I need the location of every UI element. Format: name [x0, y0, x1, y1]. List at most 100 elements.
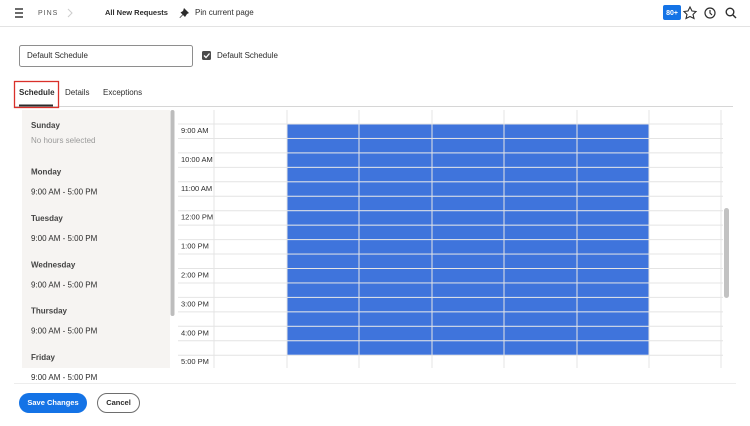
scheduled-slot[interactable] — [577, 124, 649, 138]
scheduled-slot[interactable] — [432, 297, 504, 312]
menu-button[interactable] — [15, 8, 23, 18]
search-icon[interactable] — [725, 7, 737, 19]
cancel-button-label[interactable]: Cancel — [106, 398, 131, 407]
scheduled-slot[interactable] — [577, 211, 649, 225]
scheduled-slot[interactable] — [432, 153, 504, 167]
scheduled-slot[interactable] — [287, 182, 359, 196]
scrollbar[interactable] — [170, 110, 175, 316]
scheduled-slot[interactable] — [287, 254, 359, 268]
badge[interactable]: 80+ — [666, 10, 678, 17]
scheduled-slot[interactable] — [359, 269, 432, 283]
scheduled-slot[interactable] — [287, 312, 359, 326]
scheduled-slot[interactable] — [432, 254, 504, 268]
checkbox-label[interactable]: Default Schedule — [217, 51, 278, 60]
scheduled-slot[interactable] — [287, 167, 359, 182]
scheduled-slot[interactable] — [287, 138, 359, 153]
tab[interactable]: Details — [65, 88, 89, 97]
scheduled-slot[interactable] — [359, 196, 432, 211]
scrollbar[interactable] — [724, 208, 729, 298]
badge-bg[interactable] — [663, 5, 681, 20]
history-icon[interactable] — [704, 7, 716, 19]
scheduled-slot[interactable] — [287, 341, 359, 355]
scheduled-slot[interactable] — [359, 283, 432, 297]
scheduled-slot[interactable] — [359, 182, 432, 196]
scheduled-slot[interactable] — [359, 124, 432, 138]
scheduled-slot[interactable] — [577, 283, 649, 297]
section-label[interactable]: PINS — [38, 10, 58, 17]
scheduled-slot[interactable] — [359, 225, 432, 240]
scheduled-slot[interactable] — [577, 312, 649, 326]
scheduled-slot[interactable] — [432, 124, 504, 138]
scheduled-slot[interactable] — [287, 196, 359, 211]
scheduled-slot[interactable] — [359, 167, 432, 182]
scheduled-slot[interactable] — [504, 297, 577, 312]
scheduled-slot[interactable] — [504, 312, 577, 326]
scheduled-slot[interactable] — [504, 153, 577, 167]
scheduled-slot[interactable] — [359, 312, 432, 326]
scheduled-slot[interactable] — [287, 211, 359, 225]
scheduled-slot[interactable] — [504, 211, 577, 225]
breadcrumb[interactable]: All New Requests — [105, 8, 168, 17]
tab[interactable]: Schedule — [19, 88, 55, 97]
cancel-button[interactable] — [97, 393, 140, 413]
scheduled-slot[interactable] — [577, 225, 649, 240]
pin-action[interactable]: Pin current page — [195, 8, 254, 17]
scheduled-slot[interactable] — [577, 341, 649, 355]
scheduled-slot[interactable] — [577, 167, 649, 182]
scheduled-slot[interactable] — [432, 138, 504, 153]
name-input[interactable] — [19, 45, 193, 67]
pin-icon[interactable] — [179, 8, 190, 18]
scheduled-slot[interactable] — [504, 167, 577, 182]
scheduled-slot[interactable] — [432, 269, 504, 283]
scheduled-slot[interactable] — [432, 240, 504, 254]
save-button-label[interactable]: Save Changes — [27, 398, 78, 407]
scheduled-slot[interactable] — [359, 341, 432, 355]
scheduled-slot[interactable] — [432, 211, 504, 225]
scheduled-slot[interactable] — [287, 269, 359, 283]
default-checkbox[interactable] — [202, 51, 211, 60]
scheduled-slot[interactable] — [359, 240, 432, 254]
scheduled-slot[interactable] — [287, 225, 359, 240]
scheduled-slot[interactable] — [432, 312, 504, 326]
scheduled-slot[interactable] — [504, 326, 577, 341]
scheduled-slot[interactable] — [359, 153, 432, 167]
scheduled-slot[interactable] — [504, 341, 577, 355]
favorite-icon[interactable] — [682, 5, 698, 20]
scheduled-slot[interactable] — [577, 326, 649, 341]
scheduled-slot[interactable] — [359, 297, 432, 312]
scheduled-slot[interactable] — [577, 138, 649, 153]
scheduled-slot[interactable] — [359, 211, 432, 225]
scheduled-slot[interactable] — [287, 153, 359, 167]
scheduled-slot[interactable] — [432, 225, 504, 240]
tab[interactable]: Exceptions — [103, 88, 142, 97]
scheduled-slot[interactable] — [287, 240, 359, 254]
scheduled-slot[interactable] — [287, 297, 359, 312]
scheduled-slot[interactable] — [504, 240, 577, 254]
scheduled-slot[interactable] — [432, 341, 504, 355]
scheduled-slot[interactable] — [577, 269, 649, 283]
scheduled-slot[interactable] — [504, 196, 577, 211]
scheduled-slot[interactable] — [432, 283, 504, 297]
scheduled-slot[interactable] — [432, 167, 504, 182]
scheduled-slot[interactable] — [359, 326, 432, 341]
save-button[interactable] — [19, 393, 87, 413]
scheduled-slot[interactable] — [504, 138, 577, 153]
scheduled-slot[interactable] — [504, 269, 577, 283]
scheduled-slot[interactable] — [432, 326, 504, 341]
scheduled-slot[interactable] — [577, 254, 649, 268]
scheduled-slot[interactable] — [287, 283, 359, 297]
scheduled-slot[interactable] — [504, 124, 577, 138]
scheduled-slot[interactable] — [504, 225, 577, 240]
scheduled-slot[interactable] — [577, 153, 649, 167]
scheduled-slot[interactable] — [577, 240, 649, 254]
scheduled-slot[interactable] — [504, 254, 577, 268]
scheduled-slot[interactable] — [359, 138, 432, 153]
scheduled-slot[interactable] — [287, 326, 359, 341]
scheduled-slot[interactable] — [432, 182, 504, 196]
scheduled-slot[interactable] — [504, 283, 577, 297]
scheduled-slot[interactable] — [359, 254, 432, 268]
scheduled-slot[interactable] — [577, 196, 649, 211]
name-input-value[interactable]: Default Schedule — [27, 51, 88, 60]
scheduled-slot[interactable] — [577, 182, 649, 196]
scheduled-slot[interactable] — [504, 182, 577, 196]
